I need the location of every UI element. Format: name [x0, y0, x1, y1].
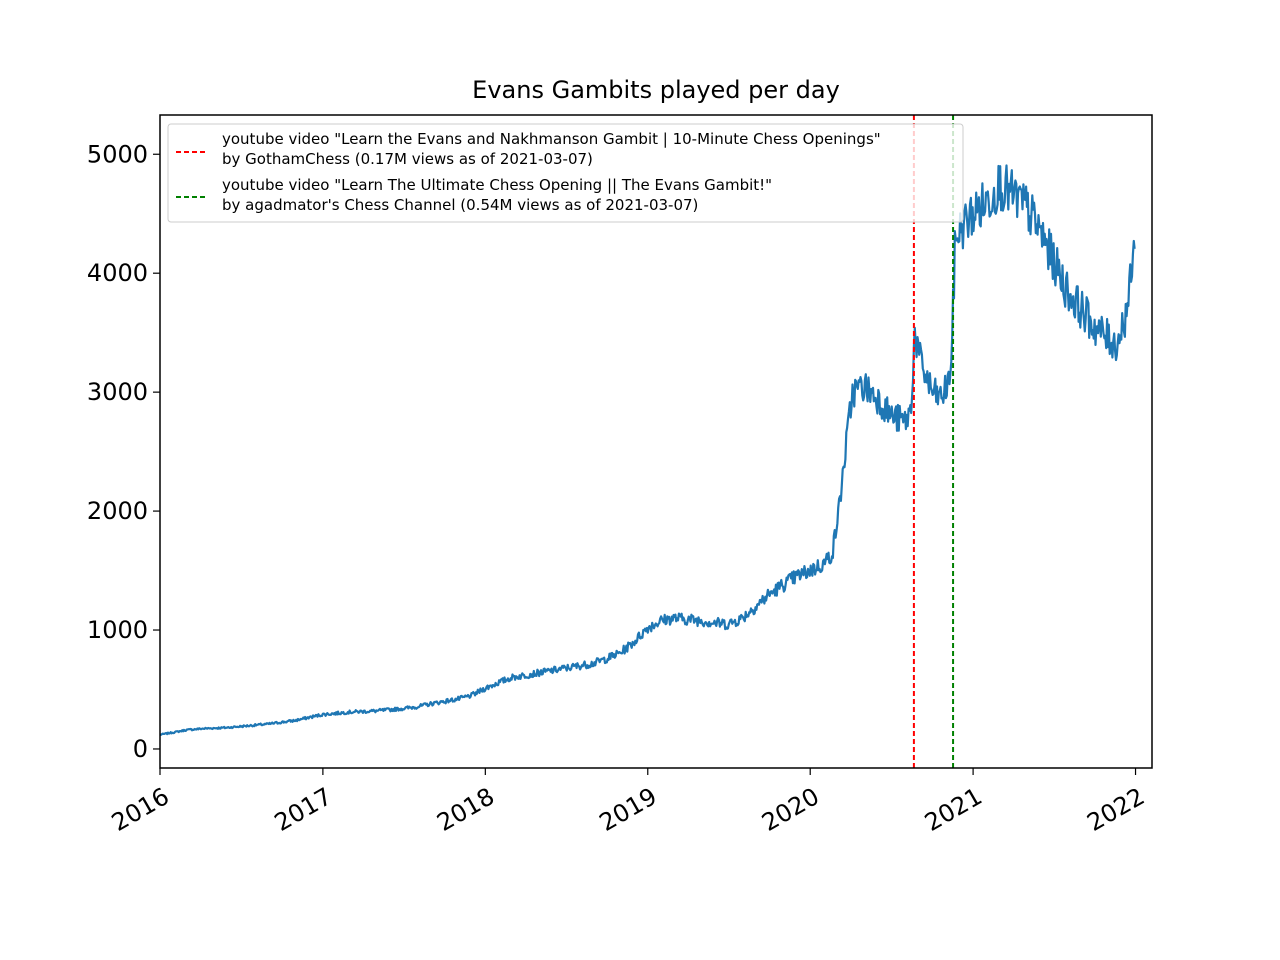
series-layer	[159, 164, 1136, 736]
vline-layer	[912, 115, 955, 768]
legend-entry-2-line1: youtube video "Learn The Ultimate Chess …	[222, 176, 772, 194]
axes-frame	[159, 114, 1153, 769]
y-tick-label: 3000	[87, 378, 148, 406]
y-tick-label: 1000	[87, 616, 148, 644]
legend-box	[167, 123, 964, 223]
legend: youtube video "Learn the Evans and Nakhm…	[167, 123, 964, 223]
y-tick-label: 2000	[87, 497, 148, 525]
chart-title: Evans Gambits played per day	[472, 76, 840, 104]
y-tick-label: 0	[133, 735, 148, 763]
legend-entry-1-line1: youtube video "Learn the Evans and Nakhm…	[222, 130, 881, 148]
legend-entry-1-line2: by GothamChess (0.17M views as of 2021-0…	[222, 150, 593, 168]
legend-entry-2-line2: by agadmator's Chess Channel (0.54M view…	[222, 196, 698, 214]
y-axis: 0 1000 2000 3000 4000 5000	[87, 140, 160, 763]
y-tick-label: 4000	[87, 259, 148, 287]
series-line	[159, 164, 1136, 736]
plot-area	[159, 114, 1153, 769]
y-tick-label: 5000	[87, 140, 148, 168]
